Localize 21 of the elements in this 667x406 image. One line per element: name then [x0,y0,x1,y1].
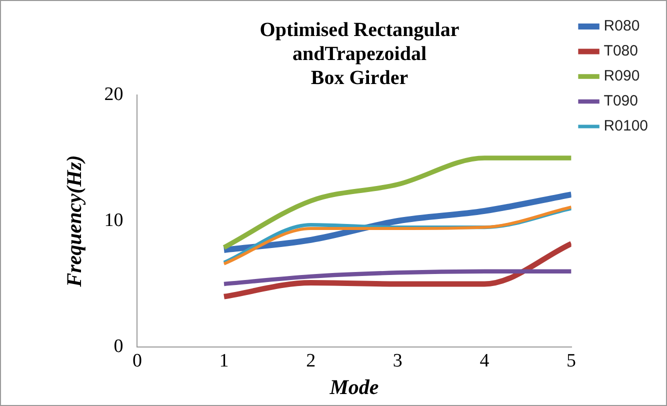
y-tick-label: 0 [114,336,124,357]
x-tick-label: 4 [480,350,490,372]
x-tick-label: 1 [219,350,229,372]
y-tick-label: 20 [104,84,124,105]
x-tick-label: 5 [566,350,576,372]
y-tick-label: 10 [104,210,124,231]
text: Optimised Rectangular [260,19,460,42]
x-tick-label: 2 [306,350,316,372]
legend-label: R0100 [604,118,648,135]
y-axis-title: Frequency(Hz) [62,155,86,288]
line-series [222,269,572,286]
x-axis-title: Mode [328,374,379,399]
x-tick-label: 3 [392,350,402,372]
x-tick-label: 0 [132,350,142,372]
legend-label: T080 [604,42,638,60]
text: andTrapezoidal [292,43,427,66]
legend-label: R080 [604,18,640,35]
legend-label: T090 [604,92,638,110]
line-series [222,156,572,250]
legend-label: R090 [604,68,640,85]
text: Box Girder [310,67,408,90]
